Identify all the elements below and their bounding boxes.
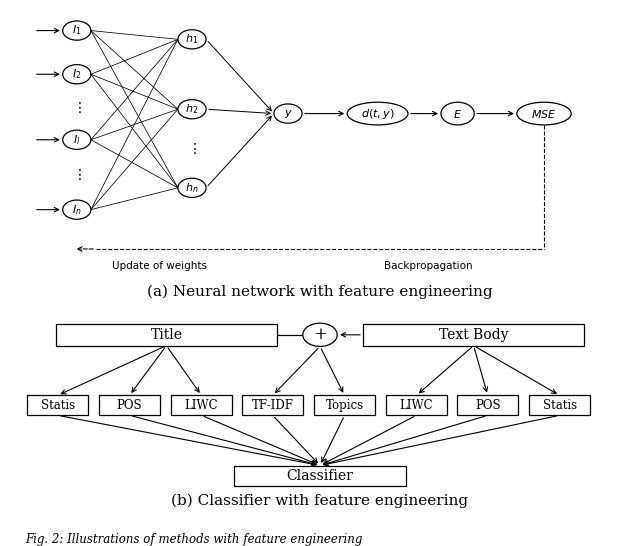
Text: $h_2$: $h_2$ bbox=[186, 102, 198, 116]
Circle shape bbox=[178, 29, 206, 49]
Text: (a) Neural network with feature engineering: (a) Neural network with feature engineer… bbox=[147, 285, 493, 299]
Text: +: + bbox=[313, 327, 327, 343]
Text: LIWC: LIWC bbox=[399, 399, 433, 412]
Circle shape bbox=[178, 178, 206, 198]
Text: LIWC: LIWC bbox=[184, 399, 218, 412]
Text: $I_l$: $I_l$ bbox=[73, 133, 81, 147]
FancyBboxPatch shape bbox=[457, 395, 518, 416]
Ellipse shape bbox=[517, 102, 572, 125]
Text: $h_n$: $h_n$ bbox=[185, 181, 199, 195]
FancyBboxPatch shape bbox=[27, 395, 88, 416]
FancyBboxPatch shape bbox=[314, 395, 375, 416]
Text: $I_n$: $I_n$ bbox=[72, 203, 82, 217]
Text: $I_2$: $I_2$ bbox=[72, 67, 81, 81]
Ellipse shape bbox=[441, 102, 474, 125]
Text: Statis: Statis bbox=[543, 399, 577, 412]
Text: Statis: Statis bbox=[40, 399, 75, 412]
FancyBboxPatch shape bbox=[171, 395, 232, 416]
FancyBboxPatch shape bbox=[386, 395, 447, 416]
Text: Title: Title bbox=[150, 328, 182, 342]
Circle shape bbox=[178, 99, 206, 119]
Text: Fig. 2: Illustrations of methods with feature engineering: Fig. 2: Illustrations of methods with fe… bbox=[26, 533, 363, 546]
FancyBboxPatch shape bbox=[99, 395, 160, 416]
Circle shape bbox=[63, 21, 91, 40]
Text: $I_1$: $I_1$ bbox=[72, 23, 81, 38]
Circle shape bbox=[303, 323, 337, 346]
Text: (b) Classifier with feature engineering: (b) Classifier with feature engineering bbox=[172, 494, 468, 508]
Circle shape bbox=[274, 104, 302, 123]
FancyBboxPatch shape bbox=[56, 324, 277, 346]
Circle shape bbox=[63, 130, 91, 150]
Text: $MSE$: $MSE$ bbox=[531, 108, 557, 120]
Text: $\vdots$: $\vdots$ bbox=[72, 99, 82, 115]
Text: $h_1$: $h_1$ bbox=[186, 32, 198, 46]
Text: $y$: $y$ bbox=[284, 108, 292, 120]
Text: Update of weights: Update of weights bbox=[113, 262, 207, 271]
Text: $E$: $E$ bbox=[453, 108, 462, 120]
Circle shape bbox=[63, 64, 91, 84]
Text: $\vdots$: $\vdots$ bbox=[187, 141, 197, 156]
FancyBboxPatch shape bbox=[363, 324, 584, 346]
Text: Classifier: Classifier bbox=[287, 469, 353, 483]
Text: TF-IDF: TF-IDF bbox=[252, 399, 294, 412]
Circle shape bbox=[63, 200, 91, 219]
FancyBboxPatch shape bbox=[242, 395, 303, 416]
Text: POS: POS bbox=[116, 399, 142, 412]
Text: Backpropagation: Backpropagation bbox=[385, 262, 473, 271]
FancyBboxPatch shape bbox=[529, 395, 590, 416]
Text: $d(t, y)$: $d(t, y)$ bbox=[361, 106, 394, 121]
Text: $\vdots$: $\vdots$ bbox=[72, 167, 82, 182]
Text: Text Body: Text Body bbox=[439, 328, 508, 342]
Ellipse shape bbox=[348, 102, 408, 125]
Text: POS: POS bbox=[475, 399, 500, 412]
FancyBboxPatch shape bbox=[234, 466, 406, 486]
Text: Topics: Topics bbox=[326, 399, 364, 412]
